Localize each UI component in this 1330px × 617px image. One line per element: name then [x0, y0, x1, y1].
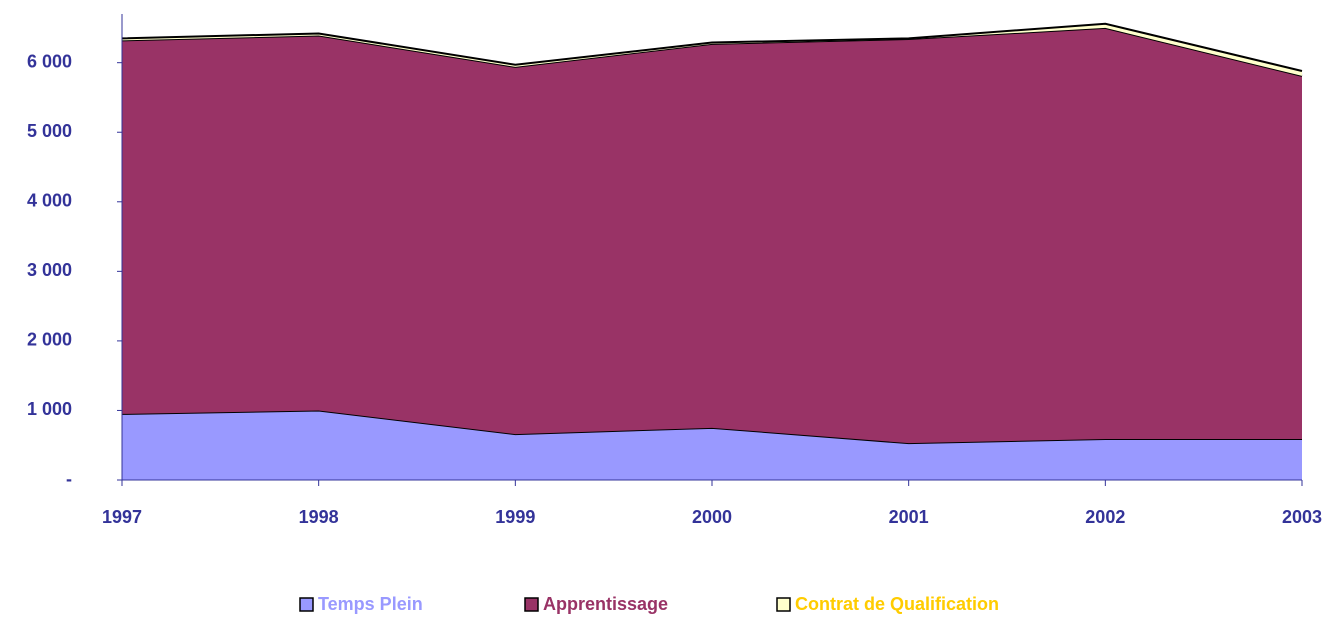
x-tick-label: 2002: [1085, 507, 1125, 527]
x-tick-label: 1998: [299, 507, 339, 527]
y-tick-label: 1 000: [27, 399, 72, 419]
y-tick-label: 5 000: [27, 121, 72, 141]
legend-swatch: [299, 597, 314, 612]
x-tick-label: 1999: [495, 507, 535, 527]
x-tick-label: 2000: [692, 507, 732, 527]
x-tick-label: 2001: [889, 507, 929, 527]
y-tick-label: 6 000: [27, 51, 72, 71]
legend-label: Apprentissage: [543, 594, 668, 614]
legend-label: Contrat de Qualification: [795, 594, 999, 614]
y-tick-label: 4 000: [27, 191, 72, 211]
legend-swatch: [524, 597, 539, 612]
legend-label: Temps Plein: [318, 594, 423, 614]
x-tick-label: 2003: [1282, 507, 1322, 527]
area: [122, 27, 1302, 444]
x-tick-label: 1997: [102, 507, 142, 527]
y-tick-label: 2 000: [27, 330, 72, 350]
y-tick-label: 3 000: [27, 260, 72, 280]
area: [122, 410, 1302, 480]
legend-swatch: [776, 597, 791, 612]
area-edge: [121, 22, 1303, 73]
y-tick-label: -: [66, 469, 72, 489]
